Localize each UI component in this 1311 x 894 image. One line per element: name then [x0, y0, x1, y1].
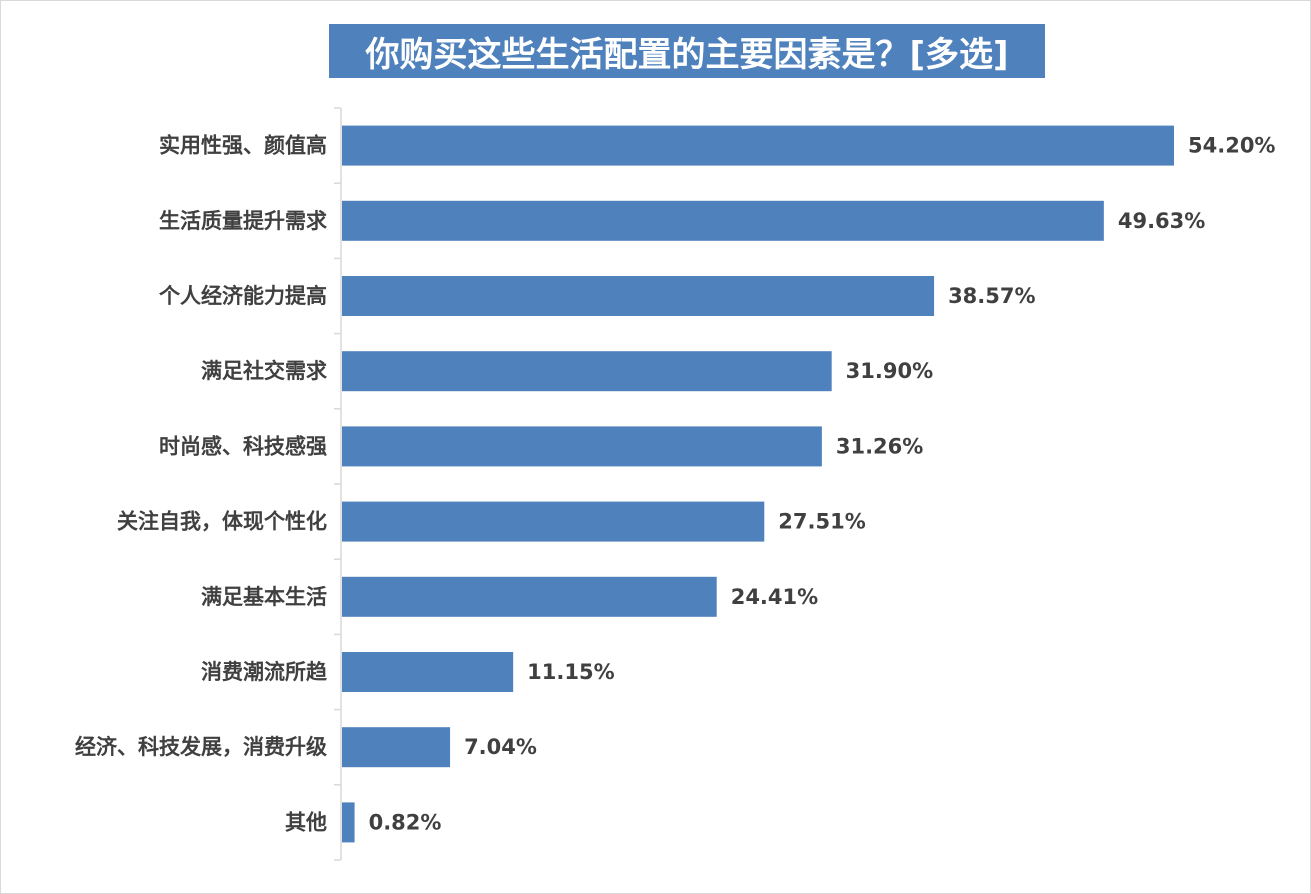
category-label: 满足基本生活	[201, 585, 327, 609]
data-label: 24.41%	[731, 585, 818, 609]
bar	[342, 351, 832, 392]
data-label: 54.20%	[1188, 134, 1275, 158]
bar	[342, 652, 514, 692]
category-label: 消费潮流所趋	[201, 660, 328, 684]
bar	[342, 426, 822, 467]
bar	[342, 125, 1174, 166]
category-label: 生活质量提升需求	[159, 209, 327, 233]
category-axis	[334, 107, 342, 861]
data-label: 11.15%	[527, 660, 614, 684]
category-label: 满足社交需求	[201, 359, 327, 383]
data-label: 7.04%	[464, 735, 537, 759]
bar	[342, 576, 717, 617]
category-label: 关注自我，体现个性化	[117, 510, 327, 534]
data-label: 27.51%	[778, 510, 865, 534]
labels: 实用性强、颜值高 54.20% 生活质量提升需求 49.63% 个人经济能力提高 38.5…	[75, 134, 1275, 835]
data-label: 31.90%	[846, 359, 933, 383]
category-label: 经济、科技发展，消费升级	[75, 735, 327, 759]
bar	[342, 200, 1104, 241]
bars	[342, 125, 1174, 843]
bar	[342, 276, 935, 316]
data-label: 49.63%	[1118, 209, 1205, 233]
data-label: 0.82%	[369, 810, 442, 834]
category-label: 其他	[285, 810, 327, 834]
category-label: 时尚感、科技感强	[159, 434, 327, 458]
data-label: 31.26%	[836, 434, 923, 458]
category-label: 个人经济能力提高	[159, 284, 327, 308]
data-label: 38.57%	[948, 284, 1035, 308]
bar	[342, 501, 765, 542]
chart-title: 你购买这些生活配置的主要因素是？[多选]	[365, 34, 1009, 75]
bar	[342, 727, 451, 768]
chart-title-banner: 你购买这些生活配置的主要因素是？[多选]	[329, 24, 1045, 78]
bar	[342, 802, 355, 843]
category-label: 实用性强、颜值高	[159, 134, 327, 158]
